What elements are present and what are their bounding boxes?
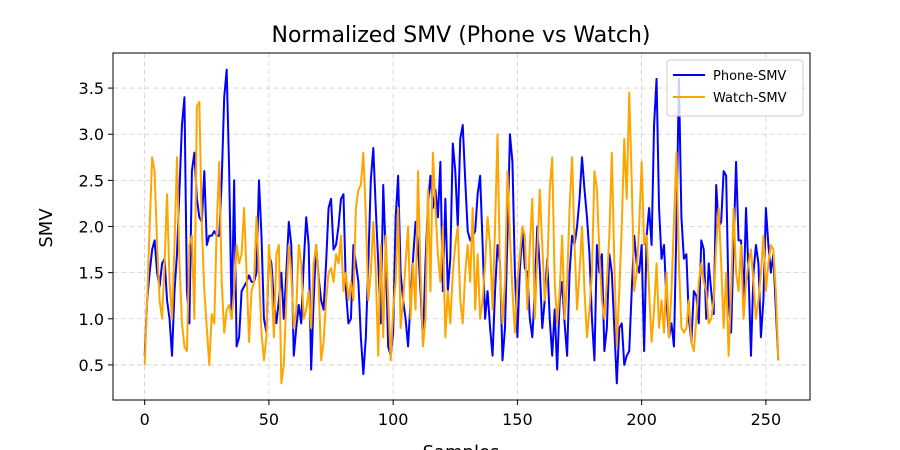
x-tick-label: 150 (502, 410, 533, 429)
legend-label: Watch-SMV (713, 91, 787, 106)
chart-title: Normalized SMV (Phone vs Watch) (271, 23, 650, 48)
x-tick-label: 0 (140, 410, 150, 429)
series-line (143, 91, 780, 385)
y-tick-label: 0.5 (79, 356, 104, 375)
y-axis-label: SMV (36, 208, 57, 248)
y-tick-label: 3.0 (79, 125, 104, 144)
x-tick-label: 250 (751, 410, 782, 429)
x-tick-label: 100 (378, 410, 409, 429)
y-tick-label: 3.5 (79, 79, 104, 98)
series-line (143, 68, 780, 385)
y-tick-label: 2.0 (79, 218, 104, 237)
legend-label: Phone-SMV (713, 69, 786, 84)
y-tick-label: 2.5 (79, 171, 104, 190)
legend: Phone-SMV Watch-SMV (666, 59, 804, 117)
y-tick-label: 1.5 (79, 264, 104, 283)
y-tick-label: 1.0 (79, 310, 104, 329)
plot-frame (112, 52, 811, 401)
x-tick-label: 50 (259, 410, 279, 429)
x-tick-label: 200 (626, 410, 657, 429)
x-axis-label: Samples (423, 442, 500, 450)
